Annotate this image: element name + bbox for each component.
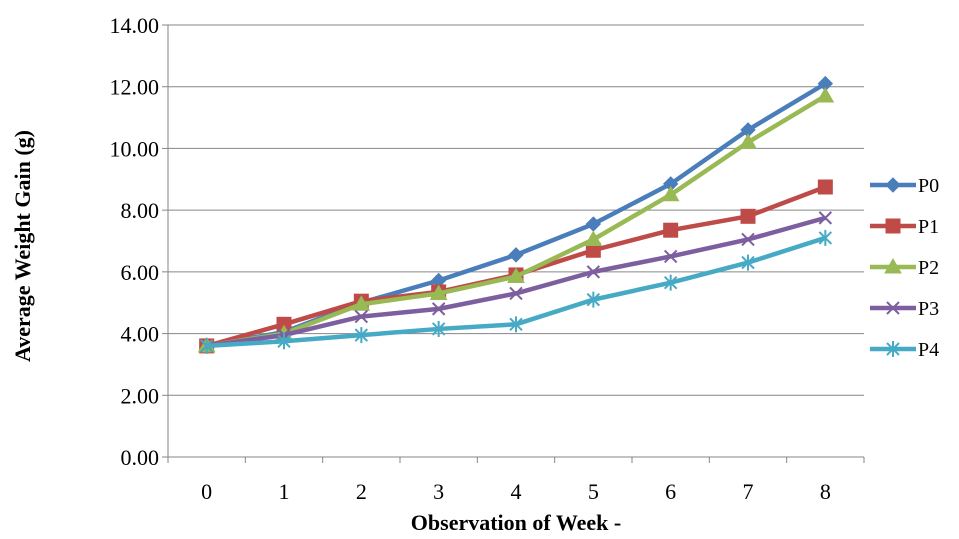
data-point bbox=[818, 180, 832, 194]
data-point bbox=[664, 223, 678, 237]
y-tick-label: 14.00 bbox=[110, 13, 160, 38]
x-tick-label: 6 bbox=[665, 479, 676, 504]
y-tick-label: 0.00 bbox=[121, 445, 160, 470]
x-tick-label: 4 bbox=[511, 479, 522, 504]
x-tick-labels: 0 1 2 3 4 5 6 7 8 bbox=[201, 479, 831, 504]
y-tick-label: 4.00 bbox=[121, 322, 160, 347]
data-point bbox=[817, 88, 833, 102]
x-tick-label: 5 bbox=[588, 479, 599, 504]
x-tick-label: 0 bbox=[201, 479, 212, 504]
legend-label: P4 bbox=[918, 339, 939, 361]
x-tick-label: 2 bbox=[356, 479, 367, 504]
legend-label: P3 bbox=[918, 298, 939, 320]
legend-marker bbox=[886, 178, 900, 192]
legend: P0 P1 P2 P3 P4 bbox=[870, 175, 939, 361]
legend-item: P3 bbox=[870, 298, 939, 320]
legend-item: P1 bbox=[870, 216, 939, 238]
data-point bbox=[741, 209, 755, 223]
y-axis-title: Average Weight Gain (g) bbox=[10, 130, 35, 362]
x-tick-label: 7 bbox=[743, 479, 754, 504]
x-tick-label: 1 bbox=[279, 479, 290, 504]
y-tick-label: 8.00 bbox=[121, 198, 160, 223]
data-point bbox=[509, 248, 523, 262]
y-tick-label: 2.00 bbox=[121, 383, 160, 408]
legend-item: P0 bbox=[870, 175, 939, 197]
y-tick-label: 6.00 bbox=[121, 260, 160, 285]
series-line bbox=[207, 84, 826, 346]
legend-marker bbox=[886, 219, 900, 233]
y-tick-labels: 0.00 2.00 4.00 6.00 8.00 10.00 12.00 14.00 bbox=[110, 13, 160, 470]
legend-item: P2 bbox=[870, 257, 939, 279]
series-p0 bbox=[200, 77, 833, 353]
x-tick-label: 3 bbox=[433, 479, 444, 504]
legend-label: P1 bbox=[918, 216, 939, 238]
series-group bbox=[199, 77, 834, 354]
y-tick-label: 10.00 bbox=[110, 136, 160, 161]
axes bbox=[162, 25, 864, 463]
legend-item: P4 bbox=[870, 339, 939, 361]
x-tick-label: 8 bbox=[820, 479, 831, 504]
legend-label: P2 bbox=[918, 257, 939, 279]
x-axis-title: Observation of Week - bbox=[411, 510, 621, 535]
y-tick-label: 12.00 bbox=[110, 75, 160, 100]
legend-label: P0 bbox=[918, 175, 939, 197]
